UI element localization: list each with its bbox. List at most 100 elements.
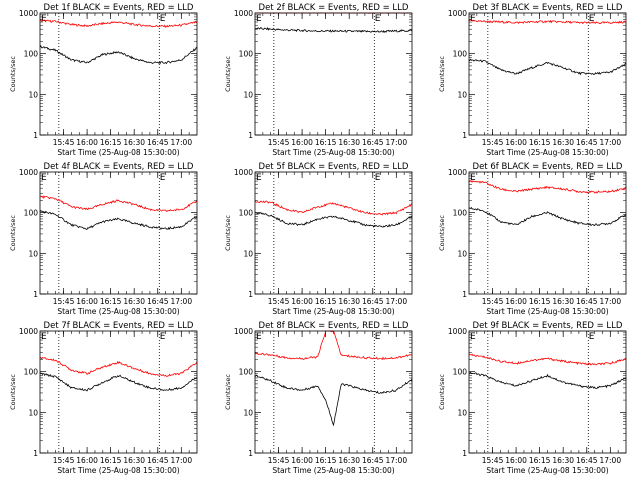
lld-series-line <box>468 353 627 366</box>
events-series-line <box>468 371 627 389</box>
plot-frame <box>468 12 627 136</box>
y-tick-label: 10 <box>243 90 253 99</box>
x-tick-label: 16:45 <box>576 297 598 306</box>
y-tick-label: 100 <box>453 368 468 377</box>
events-series-line <box>39 372 198 392</box>
y-tick-label: 1 <box>462 131 467 140</box>
y-tick-label: 10 <box>28 249 38 258</box>
x-tick-label: 17:00 <box>170 297 192 306</box>
y-tick-label: 1 <box>33 131 38 140</box>
lld-series-line <box>254 200 413 216</box>
x-tick-label: 16:15 <box>100 456 122 465</box>
x-tick-label: 16:30 <box>552 138 574 147</box>
y-tick-label: 100 <box>453 209 468 218</box>
chart-title: Det 5f BLACK = Events, RED = LLD <box>259 162 409 172</box>
event-marker-label: E <box>256 14 262 24</box>
x-tick-label: 16:30 <box>338 138 360 147</box>
y-axis-label: Counts/sec <box>9 374 17 410</box>
x-axis-label: Start Time (25-Aug-08 15:30:00) <box>57 466 179 475</box>
y-tick-label: 1 <box>248 449 253 458</box>
x-tick-label: 16:30 <box>338 297 360 306</box>
x-tick-label: 17:00 <box>599 297 621 306</box>
plot-frame <box>39 12 198 136</box>
x-axis-label: Start Time (25-Aug-08 15:30:00) <box>272 148 394 157</box>
y-tick-label: 1 <box>248 290 253 299</box>
x-tick-label: 16:00 <box>76 297 98 306</box>
x-tick-label: 16:15 <box>529 456 551 465</box>
plot-frame <box>468 330 627 454</box>
event-marker-label: E <box>589 173 595 183</box>
x-tick-label: 16:45 <box>576 456 598 465</box>
y-tick-label: 100 <box>24 50 39 59</box>
x-tick-label: 16:15 <box>100 297 122 306</box>
y-tick-label: 100 <box>24 209 39 218</box>
x-tick-label: 15:45 <box>53 456 75 465</box>
chart-title: Det 1f BLACK = Events, RED = LLD <box>44 3 194 13</box>
y-tick-label: 100 <box>24 368 39 377</box>
event-marker-label: E <box>470 14 476 24</box>
event-marker-label: E <box>160 332 166 342</box>
y-tick-label: 10 <box>457 249 467 258</box>
x-tick-label: 17:00 <box>170 138 192 147</box>
chart-title: Det 9f BLACK = Events, RED = LLD <box>473 321 623 331</box>
x-tick-label: 16:45 <box>362 138 384 147</box>
events-series-line <box>468 58 627 76</box>
x-tick-label: 16:15 <box>315 456 337 465</box>
x-tick-label: 16:15 <box>315 297 337 306</box>
x-tick-label: 17:00 <box>599 138 621 147</box>
x-tick-label: 16:15 <box>315 138 337 147</box>
x-axis-label: Start Time (25-Aug-08 15:30:00) <box>272 466 394 475</box>
x-tick-label: 16:30 <box>123 456 145 465</box>
x-tick-label: 16:00 <box>76 138 98 147</box>
y-tick-label: 1000 <box>234 9 253 18</box>
event-marker-label: E <box>375 332 381 342</box>
x-tick-label: 15:45 <box>268 456 290 465</box>
x-tick-label: 17:00 <box>170 456 192 465</box>
y-tick-label: 10 <box>457 408 467 417</box>
event-marker-label: E <box>375 14 381 24</box>
event-marker-label: E <box>470 332 476 342</box>
x-tick-label: 16:45 <box>147 138 169 147</box>
lld-series-line <box>39 357 198 377</box>
y-tick-label: 10 <box>457 90 467 99</box>
event-marker-label: E <box>256 173 262 183</box>
y-tick-label: 100 <box>239 368 254 377</box>
x-tick-label: 15:45 <box>482 297 504 306</box>
event-marker-label: E <box>470 173 476 183</box>
event-marker-label: E <box>41 173 47 183</box>
x-axis-label: Start Time (25-Aug-08 15:30:00) <box>486 466 608 475</box>
x-axis-label: Start Time (25-Aug-08 15:30:00) <box>486 307 608 316</box>
y-tick-label: 1000 <box>448 327 467 336</box>
chart-title: Det 3f BLACK = Events, RED = LLD <box>473 3 623 13</box>
y-tick-label: 1 <box>248 131 253 140</box>
y-tick-label: 100 <box>239 50 254 59</box>
chart-title: Det 7f BLACK = Events, RED = LLD <box>44 321 194 331</box>
x-tick-label: 16:00 <box>291 456 313 465</box>
chart-title: Det 6f BLACK = Events, RED = LLD <box>473 162 623 172</box>
plot-frame <box>254 171 413 295</box>
events-series-line <box>39 44 198 65</box>
x-tick-label: 16:30 <box>552 297 574 306</box>
x-tick-label: 16:45 <box>147 456 169 465</box>
chart-title: Det 8f BLACK = Events, RED = LLD <box>259 321 409 331</box>
plot-frame <box>468 171 627 295</box>
x-tick-label: 16:45 <box>362 297 384 306</box>
x-tick-label: 15:45 <box>53 138 75 147</box>
events-series-line <box>254 374 413 427</box>
event-marker-label: E <box>160 173 166 183</box>
event-marker-label: E <box>41 14 47 24</box>
x-tick-label: 16:00 <box>505 138 527 147</box>
x-tick-label: 16:45 <box>362 456 384 465</box>
x-tick-label: 15:45 <box>482 138 504 147</box>
y-tick-label: 1 <box>33 449 38 458</box>
y-tick-label: 1 <box>33 290 38 299</box>
x-tick-label: 16:15 <box>100 138 122 147</box>
plot-frame <box>39 171 198 295</box>
lld-series-line <box>40 19 198 28</box>
lld-series-line <box>40 195 198 212</box>
